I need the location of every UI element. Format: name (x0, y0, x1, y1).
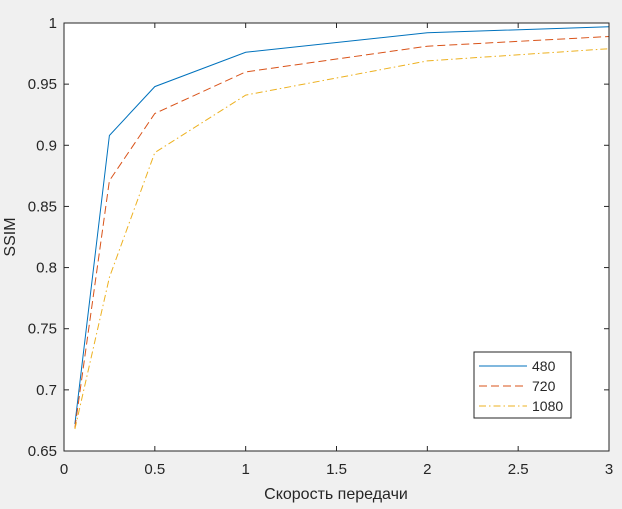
legend-box (473, 351, 572, 419)
legend-label-480: 480 (532, 358, 556, 374)
y-tick-label: 0.95 (28, 76, 57, 93)
y-tick-label: 1 (49, 15, 57, 32)
x-tick-label: 0 (60, 461, 68, 478)
x-tick-label: 1 (241, 461, 249, 478)
y-tick-label: 0.65 (28, 443, 57, 460)
series-line-480 (74, 26, 610, 425)
legend-label-720: 720 (532, 378, 556, 394)
x-tick-label: 3 (605, 461, 613, 478)
y-tick-label: 0.85 (28, 198, 57, 215)
series-line-720 (74, 36, 610, 428)
y-tick-label: 0.7 (36, 382, 57, 399)
y-tick-label: 0.75 (28, 321, 57, 338)
series-line-1080 (74, 48, 610, 430)
x-tick-label: 2 (423, 461, 431, 478)
legend-label-1080: 1080 (532, 398, 563, 414)
y-axis-label: SSIM (2, 217, 19, 256)
x-tick-label: 1.5 (326, 461, 347, 478)
x-axis-label: Скорость передачи (264, 486, 408, 503)
x-tick-label: 2.5 (508, 461, 529, 478)
y-tick-label: 0.8 (36, 260, 57, 277)
x-tick-label: 0.5 (144, 461, 165, 478)
y-tick-label: 0.9 (36, 137, 57, 154)
legend: 480 720 1080 (473, 351, 572, 419)
